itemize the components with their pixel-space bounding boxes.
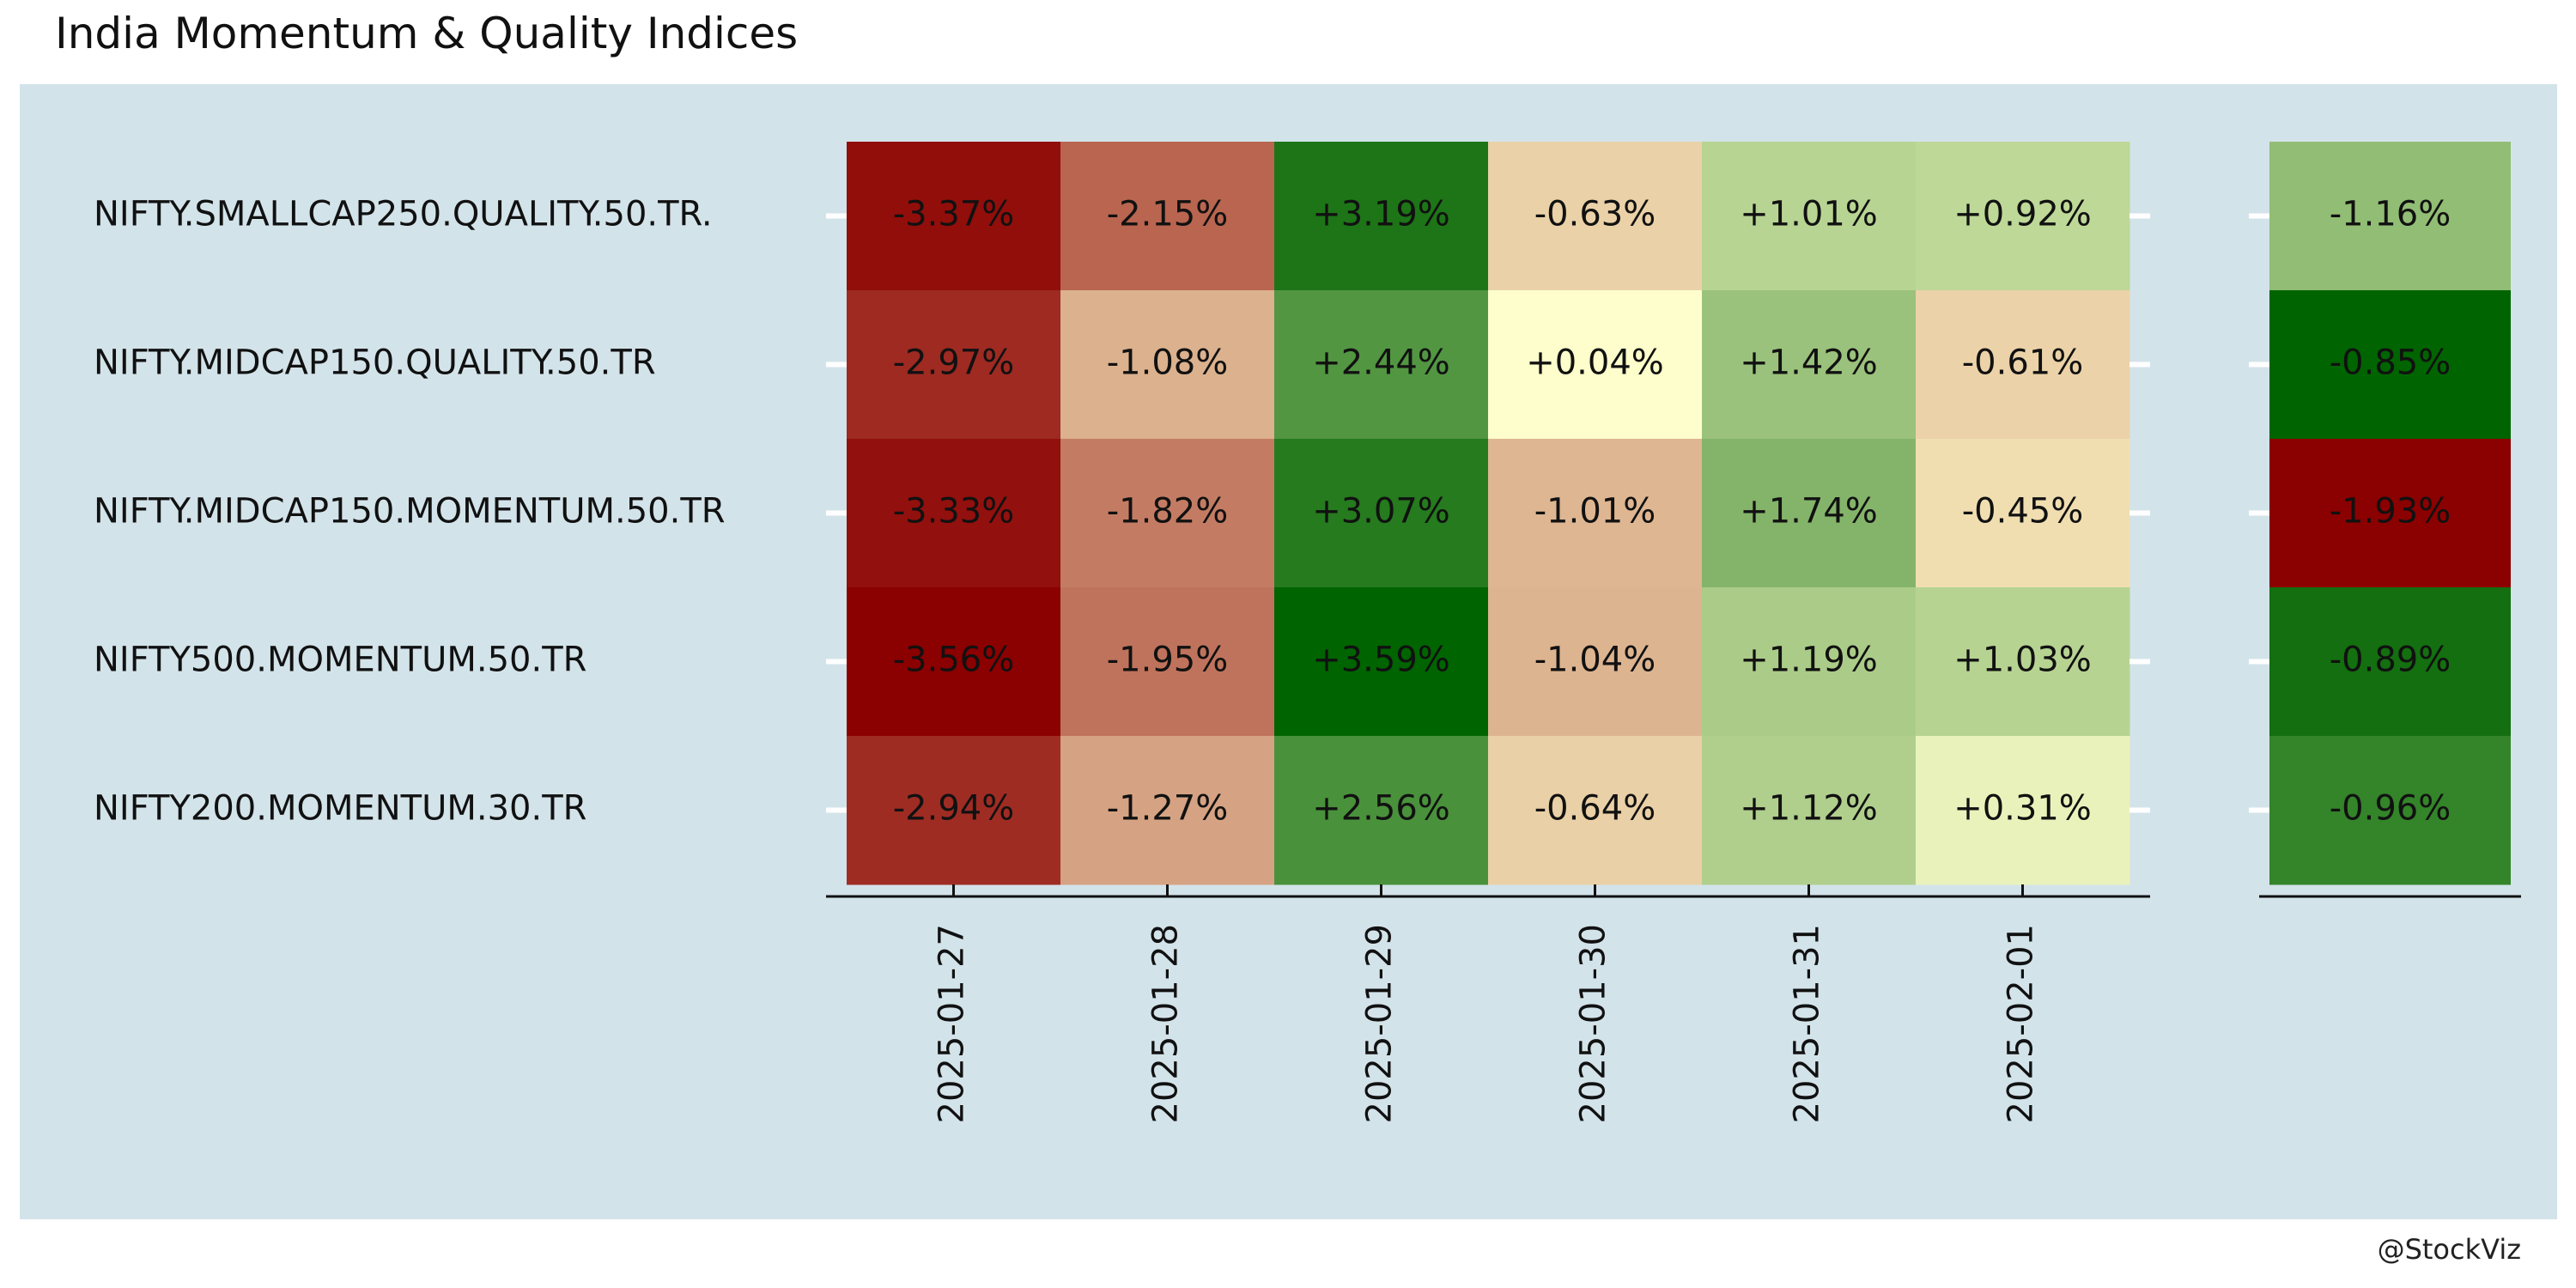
- summary-value-label: -0.96%: [2330, 789, 2451, 829]
- heatmap-cell: [1274, 587, 1489, 737]
- heatmap-cell: [1916, 736, 2130, 885]
- cell-value-label: +1.19%: [1740, 641, 1878, 680]
- heatmap-cell: [1060, 439, 1275, 588]
- credit-watermark: @StockViz: [2377, 1233, 2521, 1266]
- heatmap-cell: [1488, 142, 1703, 291]
- heatmap-cell: [1060, 290, 1275, 440]
- cell-value-label: -1.08%: [1107, 343, 1229, 383]
- cell-value-label: -1.82%: [1107, 492, 1229, 532]
- summary-cell: [2269, 142, 2511, 291]
- row-labels: NIFTY.SMALLCAP250.QUALITY.50.TR. NIFTY.MI…: [94, 195, 726, 829]
- cell-value-label: +3.59%: [1312, 641, 1450, 680]
- cell-value-label: -2.15%: [1107, 195, 1229, 234]
- heatmap-cell: [1702, 736, 1917, 885]
- heatmap-cell: [1916, 142, 2130, 291]
- cell-value-label: -0.45%: [1962, 492, 2084, 532]
- heatmap-cell: [1488, 439, 1703, 588]
- x-tick-label: 2025-01-28: [1146, 924, 1186, 1123]
- summary-cell: [2269, 587, 2511, 737]
- summary-value-label: -0.89%: [2330, 641, 2451, 680]
- summary-value-label: -0.85%: [2330, 343, 2451, 383]
- x-tick-label: 2025-01-30: [1574, 924, 1613, 1123]
- cell-value-label: -1.27%: [1107, 789, 1229, 829]
- cell-value-label: -1.95%: [1107, 641, 1229, 680]
- cell-value-label: +0.04%: [1526, 343, 1664, 383]
- heatmap-cell: [1916, 587, 2130, 737]
- heatmap-cell: [1488, 587, 1703, 737]
- cell-value-label: -3.33%: [893, 492, 1015, 532]
- cell-value-label: +1.42%: [1740, 343, 1878, 383]
- cell-value-label: +0.92%: [1953, 195, 2092, 234]
- cell-value-label: +1.01%: [1740, 195, 1878, 234]
- heatmap-cell: [1702, 290, 1917, 440]
- heatmap-cell: [1274, 142, 1489, 291]
- row-label: NIFTY200.MOMENTUM.30.TR: [94, 789, 586, 829]
- heatmap-cell: [1488, 290, 1703, 440]
- axes: 2025-01-27 2025-01-28 2025-01-29 2025-01-30…: [826, 213, 2521, 1123]
- heatmap-cell: [1916, 439, 2130, 588]
- cell-value-label: +1.03%: [1953, 641, 2092, 680]
- summary-value-label: -1.93%: [2330, 492, 2451, 532]
- x-tick-label: 2025-01-29: [1360, 924, 1400, 1123]
- cell-value-label: -2.97%: [893, 343, 1015, 383]
- summary-value-label: -1.16%: [2330, 195, 2451, 234]
- cell-value-label: +3.07%: [1312, 492, 1450, 532]
- summary-cell: [2269, 290, 2511, 440]
- cell-value-label: +2.44%: [1312, 343, 1450, 383]
- summary-cell: [2269, 736, 2511, 885]
- heatmap-cells: -3.37% -2.15% +3.19% -0.63% +1.01% +0.92% -2.9…: [847, 142, 2130, 885]
- row-label: NIFTY.MIDCAP150.QUALITY.50.TR: [94, 343, 656, 383]
- heatmap-cell: [847, 587, 1061, 737]
- heatmap-cell: [847, 142, 1061, 291]
- heatmap-cell: [1274, 290, 1489, 440]
- heatmap-cell: [1274, 439, 1489, 588]
- cell-value-label: -0.64%: [1534, 789, 1656, 829]
- heatmap-cell: [847, 736, 1061, 885]
- row-label: NIFTY500.MOMENTUM.50.TR: [94, 641, 586, 680]
- row-label: NIFTY.MIDCAP150.MOMENTUM.50.TR: [94, 492, 726, 532]
- row-label: NIFTY.SMALLCAP250.QUALITY.50.TR.: [94, 195, 713, 234]
- heatmap-cell: [1702, 142, 1917, 291]
- cell-value-label: +0.31%: [1953, 789, 2092, 829]
- heatmap-cell: [847, 290, 1061, 440]
- x-tick-label: 2025-02-01: [2002, 924, 2041, 1123]
- cell-value-label: +3.19%: [1312, 195, 1450, 234]
- cell-value-label: -0.63%: [1534, 195, 1656, 234]
- heatmap-cell: [847, 439, 1061, 588]
- cell-value-label: +2.56%: [1312, 789, 1450, 829]
- cell-value-label: +1.12%: [1740, 789, 1878, 829]
- heatmap-cell: [1060, 736, 1275, 885]
- summary-cell: [2269, 439, 2511, 588]
- cell-value-label: -3.37%: [893, 195, 1015, 234]
- cell-value-label: -3.56%: [893, 641, 1015, 680]
- heatmap-cell: [1702, 439, 1917, 588]
- summary-column: -1.16% -0.85% -1.93% -0.89% -0.96%: [2269, 142, 2511, 885]
- cell-value-label: -2.94%: [893, 789, 1015, 829]
- cell-value-label: -1.04%: [1534, 641, 1656, 680]
- x-tick-label: 2025-01-27: [933, 924, 972, 1123]
- heatmap-cell: [1916, 290, 2130, 440]
- cell-value-label: +1.74%: [1740, 492, 1878, 532]
- heatmap-cell: [1488, 736, 1703, 885]
- x-tick-label: 2025-01-31: [1788, 924, 1827, 1123]
- cell-value-label: -1.01%: [1534, 492, 1656, 532]
- heatmap-cell: [1702, 587, 1917, 737]
- heatmap-cell: [1274, 736, 1489, 885]
- cell-value-label: -0.61%: [1962, 343, 2084, 383]
- heatmap-cell: [1060, 587, 1275, 737]
- chart-title: India Momentum & Quality Indices: [55, 9, 799, 58]
- heatmap-cell: [1060, 142, 1275, 291]
